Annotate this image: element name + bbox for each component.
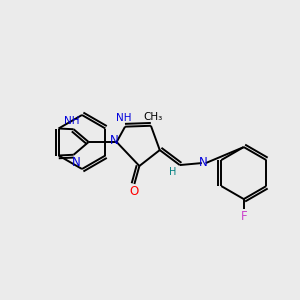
Text: H: H [169,167,176,177]
Text: O: O [130,185,139,199]
Text: N: N [198,156,207,169]
Text: N: N [110,134,119,146]
Text: F: F [241,210,247,223]
Text: N: N [72,156,81,169]
Text: CH₃: CH₃ [143,112,163,122]
Text: NH: NH [116,113,132,123]
Text: NH: NH [64,116,80,126]
